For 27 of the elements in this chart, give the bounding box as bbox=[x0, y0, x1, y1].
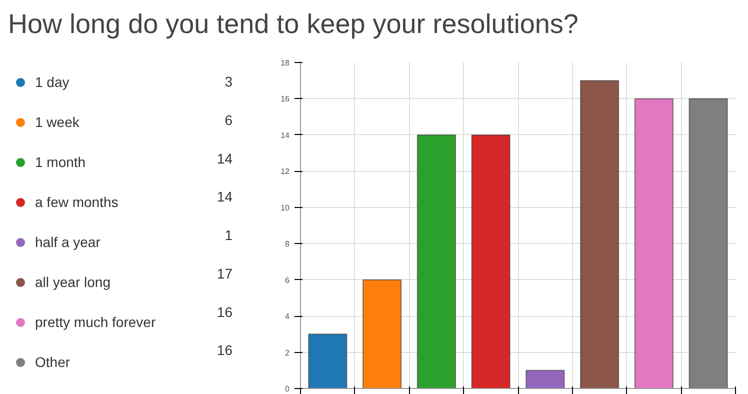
y-tick-label: 16 bbox=[280, 94, 290, 104]
legend-label: half a year bbox=[35, 233, 100, 252]
text: 16 bbox=[216, 304, 233, 320]
text: 1 bbox=[224, 227, 233, 244]
y-tick-label: 18 bbox=[280, 58, 290, 68]
y-tick-label: 4 bbox=[285, 312, 290, 322]
legend-label: 1 month bbox=[35, 153, 86, 172]
text: 16 bbox=[216, 342, 233, 358]
legend-label: 1 day bbox=[35, 73, 70, 92]
text: 3 bbox=[224, 74, 233, 90]
y-tick-label: 2 bbox=[285, 348, 290, 358]
text: 14 bbox=[216, 188, 233, 205]
legend-label: pretty much forever bbox=[35, 313, 156, 332]
y-tick-label: 14 bbox=[280, 130, 290, 140]
legend-label: all year long bbox=[35, 273, 110, 292]
text: 14 bbox=[216, 150, 233, 166]
legend-label: 1 week bbox=[35, 113, 80, 132]
text: 17 bbox=[216, 265, 233, 282]
legend-label: a few months bbox=[35, 193, 118, 212]
y-tick-label: 10 bbox=[280, 203, 290, 212]
y-tick-label: 0 bbox=[285, 384, 290, 394]
legend-label: Other bbox=[35, 353, 70, 372]
y-tick-label: 12 bbox=[280, 167, 290, 176]
chart-title: How long do you tend to keep your resolutions? bbox=[8, 8, 578, 41]
y-tick-label: 8 bbox=[285, 240, 290, 249]
y-tick-label: 6 bbox=[285, 276, 290, 285]
text: 6 bbox=[224, 112, 233, 128]
